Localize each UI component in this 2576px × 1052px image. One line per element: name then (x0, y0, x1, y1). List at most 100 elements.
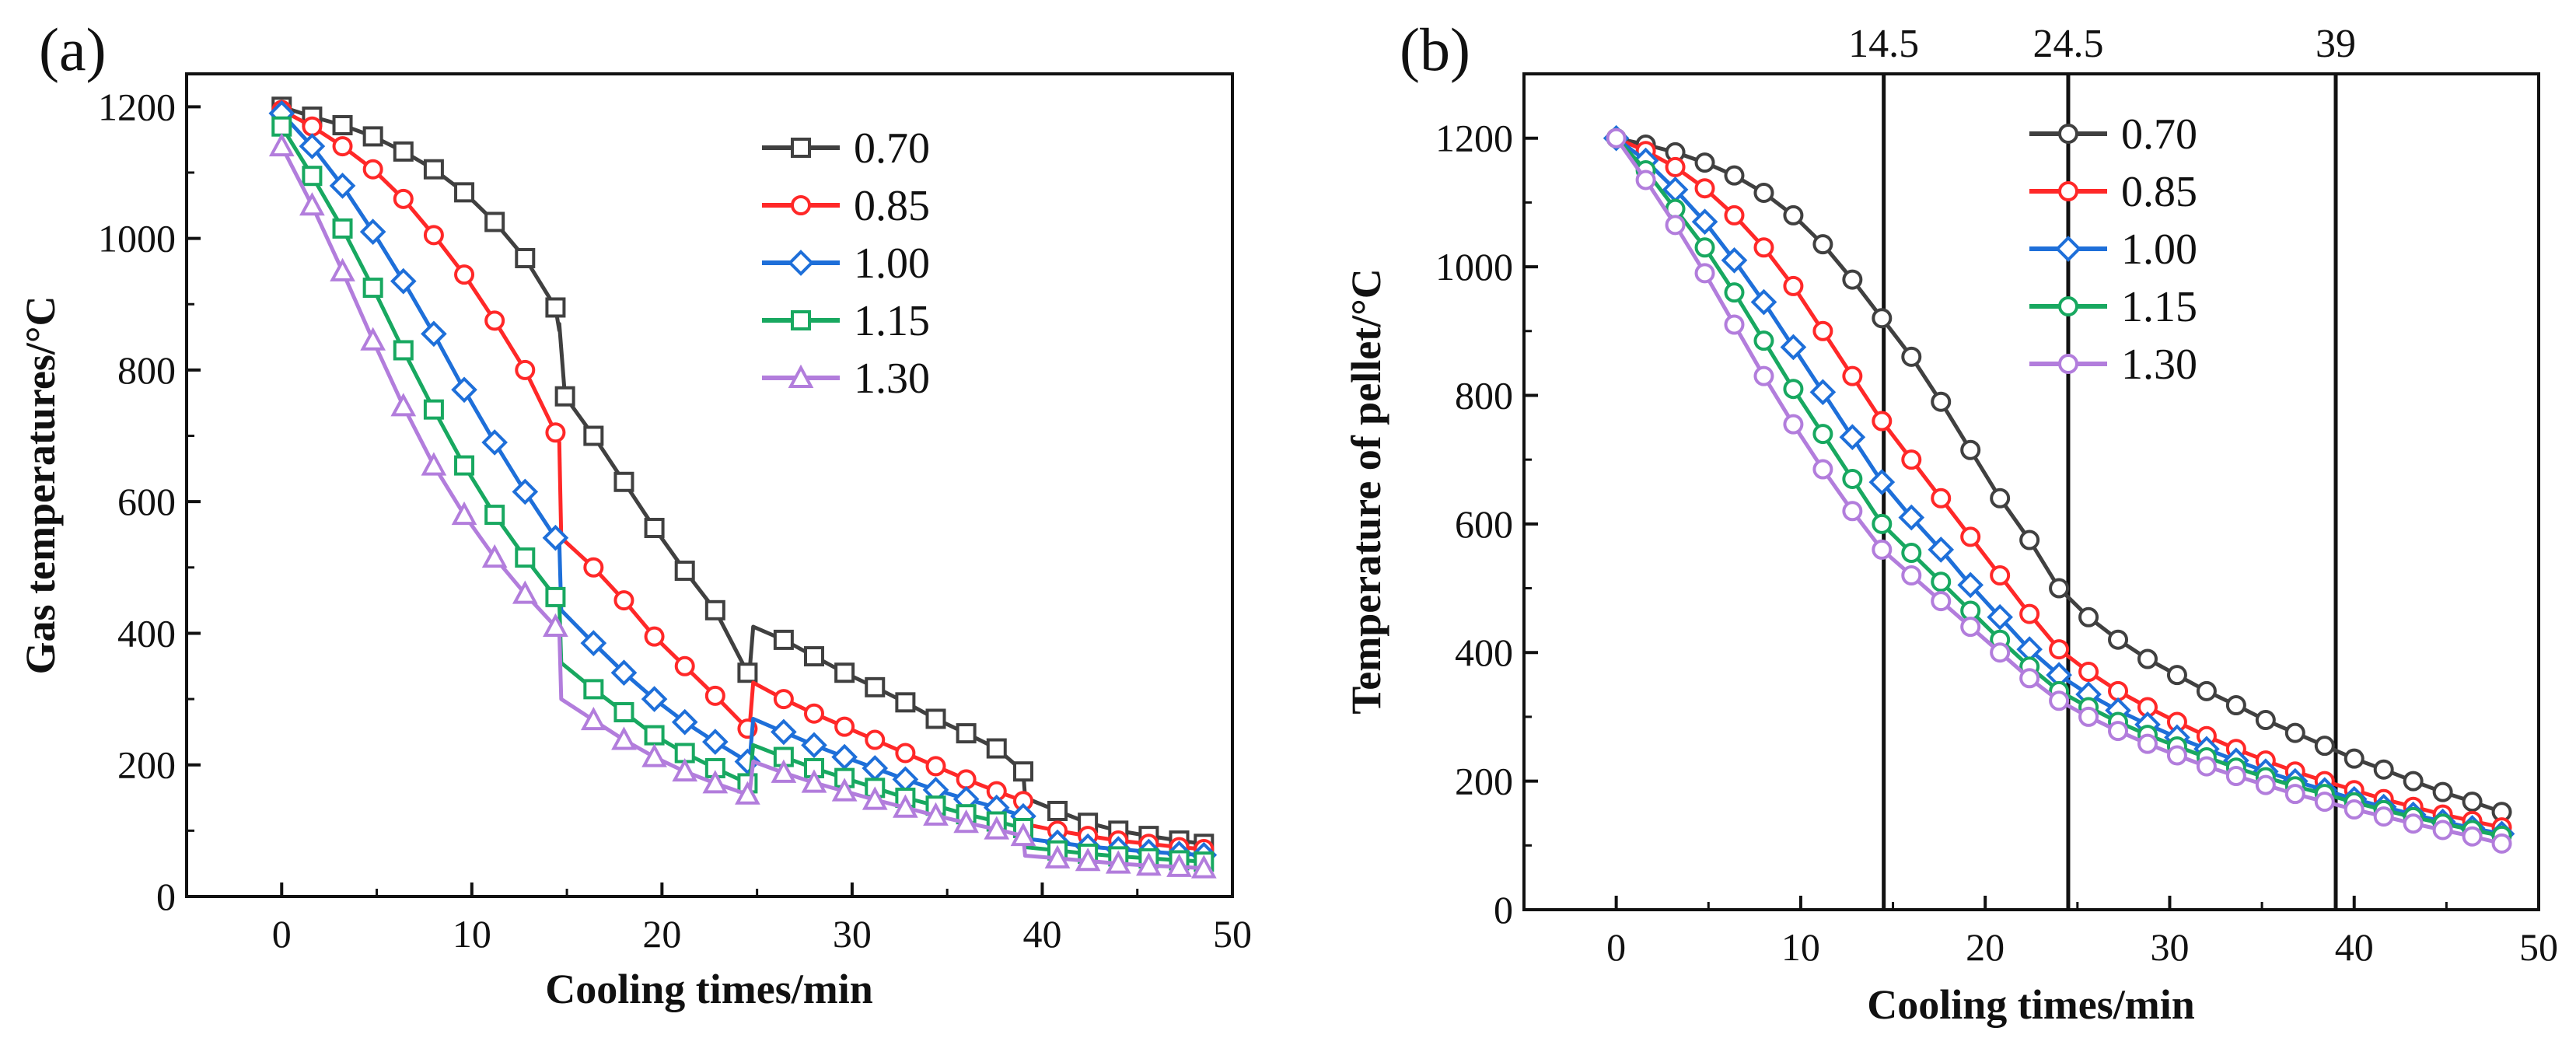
series-1.00 (268, 100, 1218, 869)
vertical-line-label: 39 (2316, 22, 2356, 66)
x-tick-label: 10 (1781, 925, 1820, 969)
data-point (393, 141, 414, 162)
data-point (2078, 606, 2099, 627)
plot-frame-b (1522, 72, 2540, 911)
data-point (1013, 761, 1033, 782)
legend-label: 1.00 (2121, 225, 2197, 274)
data-point (1166, 853, 1192, 877)
data-point (583, 425, 604, 446)
data-point (2078, 706, 2099, 727)
data-point (515, 547, 536, 568)
series-layer-a (268, 96, 1218, 879)
chart-panel-b: (b) 0 10 20 30 40 50 0 200 400 600 800 1000 1200 14… (1343, 16, 2558, 1028)
y-tick-label: 600 (1455, 502, 1513, 546)
legend-label: 0.70 (2121, 110, 2197, 159)
series-line (280, 125, 1204, 864)
data-point (299, 133, 326, 159)
panel-label-b: (b) (1400, 16, 1470, 83)
data-point (545, 297, 566, 318)
data-point (771, 759, 797, 783)
data-point (268, 132, 295, 157)
y-tick-label: 400 (117, 611, 176, 655)
legend-entry: 0.85 (2029, 168, 2197, 216)
data-point (735, 781, 760, 805)
series-line (1614, 137, 2503, 846)
legend-label: 0.85 (854, 182, 930, 230)
data-point (1753, 237, 1774, 258)
legend-label: 1.30 (2121, 341, 2197, 389)
data-point (834, 662, 855, 683)
data-point (2462, 792, 2483, 813)
data-point (1990, 642, 2011, 663)
data-point (451, 501, 477, 526)
data-point (2019, 668, 2040, 689)
data-point (1960, 439, 1981, 460)
data-point (1105, 850, 1131, 874)
x-tick-label: 20 (642, 912, 681, 956)
legend-swatch-marker (2055, 236, 2081, 262)
data-point (641, 686, 668, 712)
data-point (1872, 539, 1893, 560)
data-point (1780, 334, 1807, 361)
data-point (1783, 204, 1804, 225)
data-point (2255, 710, 2276, 731)
data-point (1868, 469, 1896, 495)
y-axis-title-b: Temperature of pellet/°C (1343, 268, 1389, 715)
data-point (1812, 459, 1833, 480)
data-point (925, 708, 946, 729)
data-point (610, 659, 638, 687)
data-point (834, 716, 855, 737)
data-point (423, 399, 444, 420)
data-point (672, 757, 698, 782)
data-point (1839, 424, 1866, 451)
legend-entry: 1.15 (2029, 283, 2197, 331)
data-point (271, 116, 292, 137)
legend-label: 1.00 (854, 239, 930, 288)
legend-entry: 1.15 (762, 297, 930, 345)
series-1.15 (1606, 128, 2512, 846)
data-point (423, 225, 444, 246)
data-point (671, 708, 698, 736)
series-line (1614, 137, 2502, 838)
data-point (421, 320, 447, 348)
data-point (737, 662, 758, 683)
data-point (1694, 178, 1715, 199)
data-point (543, 613, 568, 637)
x-axis-title-a: Cooling times/min (545, 966, 873, 1012)
data-point (865, 676, 886, 697)
data-point (862, 786, 888, 810)
y-tick-label: 800 (117, 348, 176, 392)
data-point (2344, 799, 2365, 820)
series-line (281, 108, 1204, 851)
data-point (1606, 128, 1627, 149)
data-point (831, 743, 858, 771)
data-point (545, 422, 566, 443)
data-point (2049, 639, 2070, 660)
data-point (299, 192, 325, 216)
y-axis-title-a: Gas temperatures/°C (17, 295, 64, 674)
data-point (362, 278, 383, 299)
data-point (454, 182, 475, 203)
series-0.70 (1606, 128, 2512, 823)
data-point (953, 809, 979, 834)
legend-swatch-marker (2058, 181, 2078, 201)
data-point (1721, 246, 1748, 274)
series-line (1616, 136, 2503, 814)
data-point (2137, 648, 2158, 669)
data-point (771, 718, 797, 746)
data-point (1694, 263, 1715, 284)
data-point (801, 732, 827, 759)
data-point (583, 679, 604, 700)
legend-label: 0.85 (2121, 168, 2197, 216)
data-point (1931, 488, 1952, 509)
data-point (1842, 269, 1863, 290)
data-point (1724, 282, 1745, 303)
legend-swatch-marker (791, 138, 811, 158)
data-point (611, 726, 637, 750)
data-point (1724, 204, 1745, 225)
data-point (1990, 565, 2011, 585)
data-point (1724, 314, 1745, 335)
data-point (359, 218, 386, 245)
data-point (1694, 152, 1715, 173)
